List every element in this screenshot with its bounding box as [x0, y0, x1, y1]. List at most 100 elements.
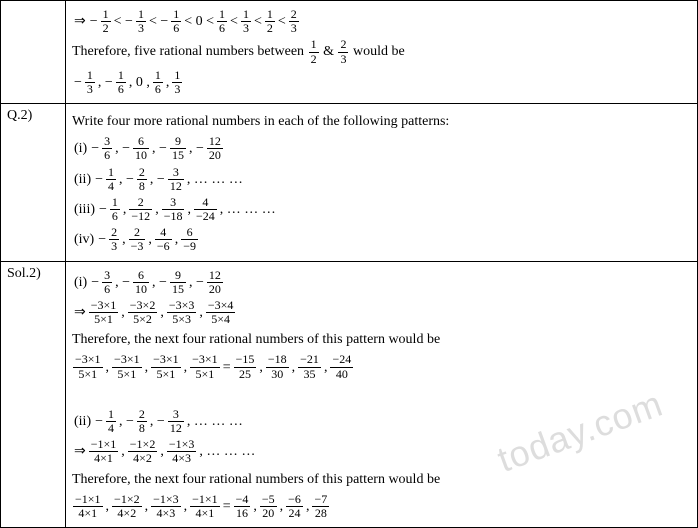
- text: <: [254, 11, 262, 32]
- fraction: −1×14×1: [190, 493, 220, 520]
- fraction: 915: [170, 269, 186, 296]
- fraction: 312: [168, 166, 184, 193]
- comma: ,: [184, 496, 188, 517]
- fraction: −1525: [234, 353, 257, 380]
- comma: , −: [115, 272, 130, 293]
- equals: =: [223, 357, 231, 378]
- conclusion-line: Therefore, five rational numbers between…: [72, 38, 691, 65]
- text: < −: [149, 11, 168, 32]
- fraction: −3×15×1: [190, 353, 220, 380]
- comma: ,: [145, 357, 149, 378]
- fraction: 16: [116, 69, 126, 96]
- comma: , −: [150, 169, 165, 190]
- comma: ,: [106, 357, 110, 378]
- comma: ,: [259, 357, 263, 378]
- sol-i-expand: ⇒−3×15×1 , −3×25×2 , −3×35×3 , −3×45×4: [72, 299, 691, 326]
- fraction: 610: [133, 135, 149, 162]
- minus: −: [99, 199, 107, 220]
- fraction: −1×34×3: [167, 438, 197, 465]
- comma: ,: [121, 441, 125, 462]
- part-label: (iii): [74, 199, 95, 220]
- text: Therefore, five rational numbers between: [72, 44, 308, 59]
- fraction: −1×34×3: [151, 493, 181, 520]
- worksheet-table: ⇒ − 12 < − 13 < − 16 < 0 < 16 < 13 < 12 …: [0, 0, 698, 528]
- implies: ⇒: [74, 11, 86, 32]
- comma: , −: [189, 138, 204, 159]
- comma: ,: [121, 302, 125, 323]
- fraction: −3×45×4: [206, 299, 236, 326]
- fraction: 312: [168, 408, 184, 435]
- comma: ,: [175, 229, 179, 250]
- table-row: Q.2) Write four more rational numbers in…: [1, 104, 698, 262]
- comma: ,: [160, 441, 164, 462]
- part-label: (ii): [74, 411, 91, 432]
- fraction: −2135: [298, 353, 321, 380]
- comma: ,: [160, 302, 164, 323]
- minus: −: [98, 229, 106, 250]
- implies: ⇒: [74, 441, 86, 462]
- fraction: 1220: [207, 269, 223, 296]
- comma: , −: [119, 169, 134, 190]
- minus: −: [95, 169, 103, 190]
- fraction: −2440: [330, 353, 353, 380]
- fraction: 16: [110, 196, 120, 223]
- text: < −: [114, 11, 133, 32]
- part-label: (ii): [74, 169, 91, 190]
- equals: =: [223, 496, 231, 517]
- dots: , … … …: [220, 199, 276, 220]
- fraction: 23: [338, 38, 348, 65]
- comma: ,: [324, 357, 328, 378]
- fraction: −1830: [266, 353, 289, 380]
- fraction: 28: [137, 408, 147, 435]
- minus: −: [91, 272, 99, 293]
- fraction: 23: [109, 226, 119, 253]
- comma: ,: [155, 199, 159, 220]
- fraction: 12: [101, 8, 111, 35]
- sol-ii-next: −1×14×1 , −1×24×2 , −1×34×3 , −1×14×1 = …: [72, 493, 691, 520]
- minus: −: [91, 138, 99, 159]
- table-row: ⇒ − 12 < − 13 < − 16 < 0 < 16 < 13 < 12 …: [1, 1, 698, 104]
- sol-ii-expand: ⇒−1×14×1 , −1×24×2 , −1×34×3 , … … …: [72, 438, 691, 465]
- comma: , −: [189, 272, 204, 293]
- fraction: 16: [153, 69, 163, 96]
- comma: , −: [152, 272, 167, 293]
- sol-i-start: (i) − 36 , − 610 , − 915 , − 1220: [72, 269, 691, 296]
- row1-label: [1, 1, 66, 104]
- fraction: 28: [137, 166, 147, 193]
- fraction: 12: [265, 8, 275, 35]
- fraction: 16: [171, 8, 181, 35]
- row3-label: Sol.2): [1, 261, 66, 527]
- comma: ,: [253, 496, 257, 517]
- text: , 0 ,: [129, 72, 150, 93]
- comma: ,: [122, 229, 126, 250]
- comma: , −: [115, 138, 130, 159]
- q2-iii: (iii) − 16 , 2−12 , 3−18 , 4−24 , … … …: [72, 196, 691, 223]
- fraction: 13: [172, 69, 182, 96]
- fraction: −1×24×2: [112, 493, 142, 520]
- row3-content: (i) − 36 , − 610 , − 915 , − 1220 ⇒−3×15…: [66, 261, 698, 527]
- fraction: 12: [309, 38, 319, 65]
- sol-i-next: −3×15×1 , −3×15×1 , −3×15×1 , −3×15×1 = …: [72, 353, 691, 380]
- part-label: (iv): [74, 229, 94, 250]
- fraction: −3×15×1: [73, 353, 103, 380]
- fraction: 13: [85, 69, 95, 96]
- comma: ,: [145, 496, 149, 517]
- fraction: 610: [133, 269, 149, 296]
- q2-i: (i) − 36 , − 610 , − 915 , − 1220: [72, 135, 691, 162]
- fraction: −1×14×1: [89, 438, 119, 465]
- answer-line: − 13 , − 16 , 0 , 16 , 13: [72, 69, 691, 96]
- comma: ,: [187, 199, 191, 220]
- row2-label: Q.2): [1, 104, 66, 262]
- minus: −: [95, 411, 103, 432]
- text: < 0 <: [184, 11, 214, 32]
- comma: ,: [306, 496, 310, 517]
- blank-line: [72, 384, 691, 405]
- comma: , −: [152, 138, 167, 159]
- fraction: 2−3: [129, 226, 146, 253]
- fraction: 14: [106, 408, 116, 435]
- text: −: [74, 72, 82, 93]
- q2-intro: Write four more rational numbers in each…: [72, 111, 691, 132]
- fraction: −3×15×1: [112, 353, 142, 380]
- fraction: 13: [241, 8, 251, 35]
- part-label: (i): [74, 138, 87, 159]
